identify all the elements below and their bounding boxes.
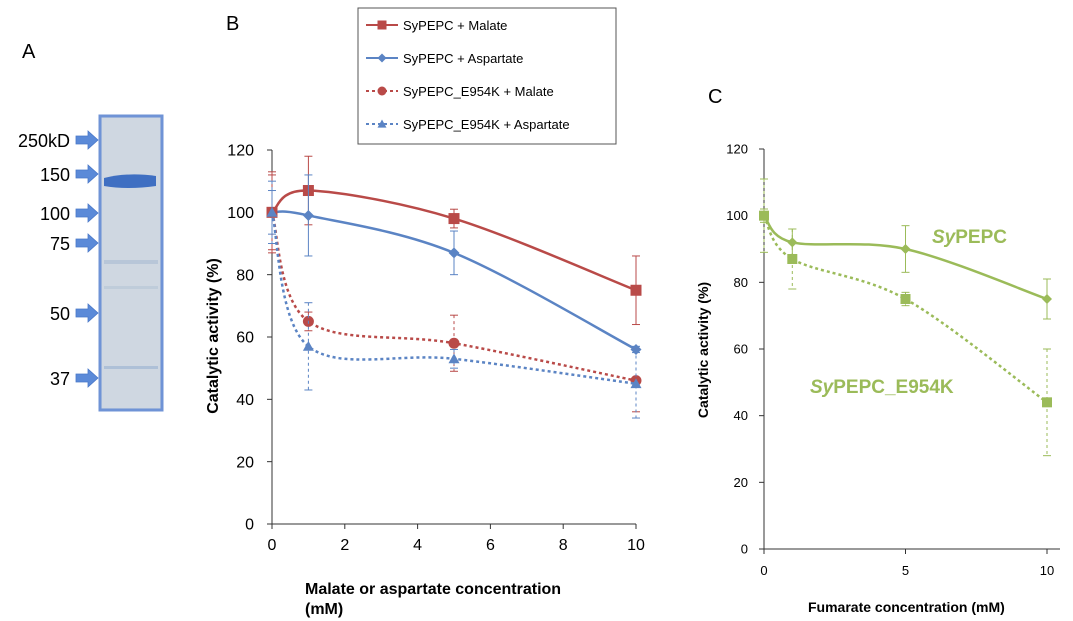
legend-swatch-marker: [377, 86, 387, 96]
faint-band: [104, 260, 158, 264]
annotation-e954k: SyPEPC_E954K: [810, 377, 954, 398]
gel-marker-label: 150: [40, 165, 70, 185]
y-tick-label: 120: [726, 142, 748, 157]
y-tick-label: 80: [236, 267, 254, 284]
gel-marker-label: 100: [40, 204, 70, 224]
y-tick-label: 0: [741, 542, 748, 557]
data-point: [1042, 294, 1052, 304]
legend-frame: [357, 7, 617, 145]
data-point: [630, 378, 642, 389]
arrow-icon: [75, 130, 99, 150]
arrow-icon: [75, 368, 99, 388]
arrow-icon: [75, 233, 99, 253]
chart-b-series: [266, 155, 642, 419]
y-tick-label: 100: [227, 205, 254, 222]
data-point: [302, 209, 314, 221]
x-tick-label: 10: [627, 537, 645, 554]
chart-b: 0 20 40 60 80 100 120 0 2 4 6 8 10 Catalytic activit…: [205, 7, 645, 618]
data-point: [448, 353, 460, 364]
data-point: [266, 206, 278, 217]
y-tick-label: 80: [734, 275, 748, 290]
x-tick-label: 6: [486, 537, 495, 554]
y-tick-label: 60: [734, 342, 748, 357]
annotation-sypepc-rest: PEPC: [955, 227, 1007, 248]
data-point: [448, 247, 460, 259]
data-point: [787, 254, 798, 264]
legend-label: SyPEPC_E954K + Malate: [403, 84, 554, 99]
gel-marker-label: 75: [50, 234, 70, 254]
data-point: [759, 210, 769, 221]
y-tick-label: 40: [734, 408, 748, 423]
x-tick-label: 0: [268, 537, 277, 554]
series-line: [271, 210, 637, 351]
y-tick-label: 60: [236, 330, 254, 347]
chart-c-series: [759, 178, 1052, 457]
annotation-e954k-rest: PEPC_E954K: [833, 377, 954, 398]
x-tick-label: 4: [413, 537, 422, 554]
data-point: [448, 213, 460, 225]
legend-swatch-marker: [377, 53, 387, 63]
y-tick-label: 40: [236, 392, 254, 409]
legend-swatch-marker: [377, 119, 387, 128]
y-tick-label: 100: [726, 208, 748, 223]
gel-marker-group: 250kD 150 100 75 50 37: [18, 130, 99, 389]
y-tick-label: 120: [227, 143, 254, 160]
chart-c-xlabel: Fumarate concentration (mM): [808, 599, 1005, 615]
x-tick-label: 10: [1040, 563, 1054, 578]
x-tick-label: 8: [559, 537, 568, 554]
gel-marker-label: 50: [50, 304, 70, 324]
chart-b-legend: SyPEPC + Malate SyPEPC + Aspartate SyPEPC_…: [357, 7, 617, 145]
chart-c: 0 20 40 60 80 100 120 0 5 10 Catalytic activity (…: [695, 142, 1060, 615]
legend-label: SyPEPC_E954K + Aspartate: [403, 117, 570, 132]
chart-b-ylabel: Catalytic activity (%): [205, 258, 222, 414]
panel-b-label: B: [226, 13, 239, 35]
chart-b-xlabel-line2: (mM): [305, 601, 343, 618]
data-point: [900, 294, 911, 304]
y-tick-label: 20: [734, 475, 748, 490]
data-point: [900, 244, 911, 254]
arrow-icon: [75, 164, 99, 184]
x-tick-label: 5: [902, 563, 909, 578]
annotation-e954k-italic: Sy: [810, 377, 835, 398]
protein-band: [104, 174, 156, 188]
chart-b-axes: 0 20 40 60 80 100 120 0 2 4 6 8 10: [227, 143, 645, 554]
x-tick-label: 2: [340, 537, 349, 554]
legend-label: SyPEPC + Malate: [403, 18, 507, 33]
annotation-sypepc-italic: Sy: [932, 227, 957, 248]
data-point: [630, 284, 642, 296]
legend-label: SyPEPC + Aspartate: [403, 51, 523, 66]
y-tick-label: 20: [236, 454, 254, 471]
data-point: [1042, 397, 1052, 408]
legend-swatch-marker: [377, 20, 387, 30]
arrow-icon: [75, 203, 99, 223]
gel-marker-label: 250kD: [18, 131, 70, 151]
series-line: [271, 189, 637, 292]
data-point: [448, 337, 460, 349]
data-point: [302, 340, 314, 351]
faint-band: [104, 366, 158, 369]
gel-marker-label: 37: [50, 369, 70, 389]
chart-b-xlabel-line1: Malate or aspartate concentration: [305, 581, 561, 598]
panel-a-label: A: [22, 41, 36, 63]
arrow-icon: [75, 303, 99, 323]
faint-band: [104, 286, 158, 289]
x-tick-label: 0: [760, 563, 767, 578]
annotation-sypepc: SyPEPC: [932, 227, 1007, 248]
gel-panel: 250kD 150 100 75 50 37: [18, 114, 164, 412]
series-line: [762, 214, 1048, 404]
chart-c-axes: 0 20 40 60 80 100 120 0 5 10: [726, 142, 1060, 578]
panel-c-label: C: [708, 86, 722, 108]
series-line: [763, 214, 1048, 301]
y-tick-label: 0: [245, 517, 254, 534]
chart-c-ylabel: Catalytic activity (%): [695, 282, 711, 418]
